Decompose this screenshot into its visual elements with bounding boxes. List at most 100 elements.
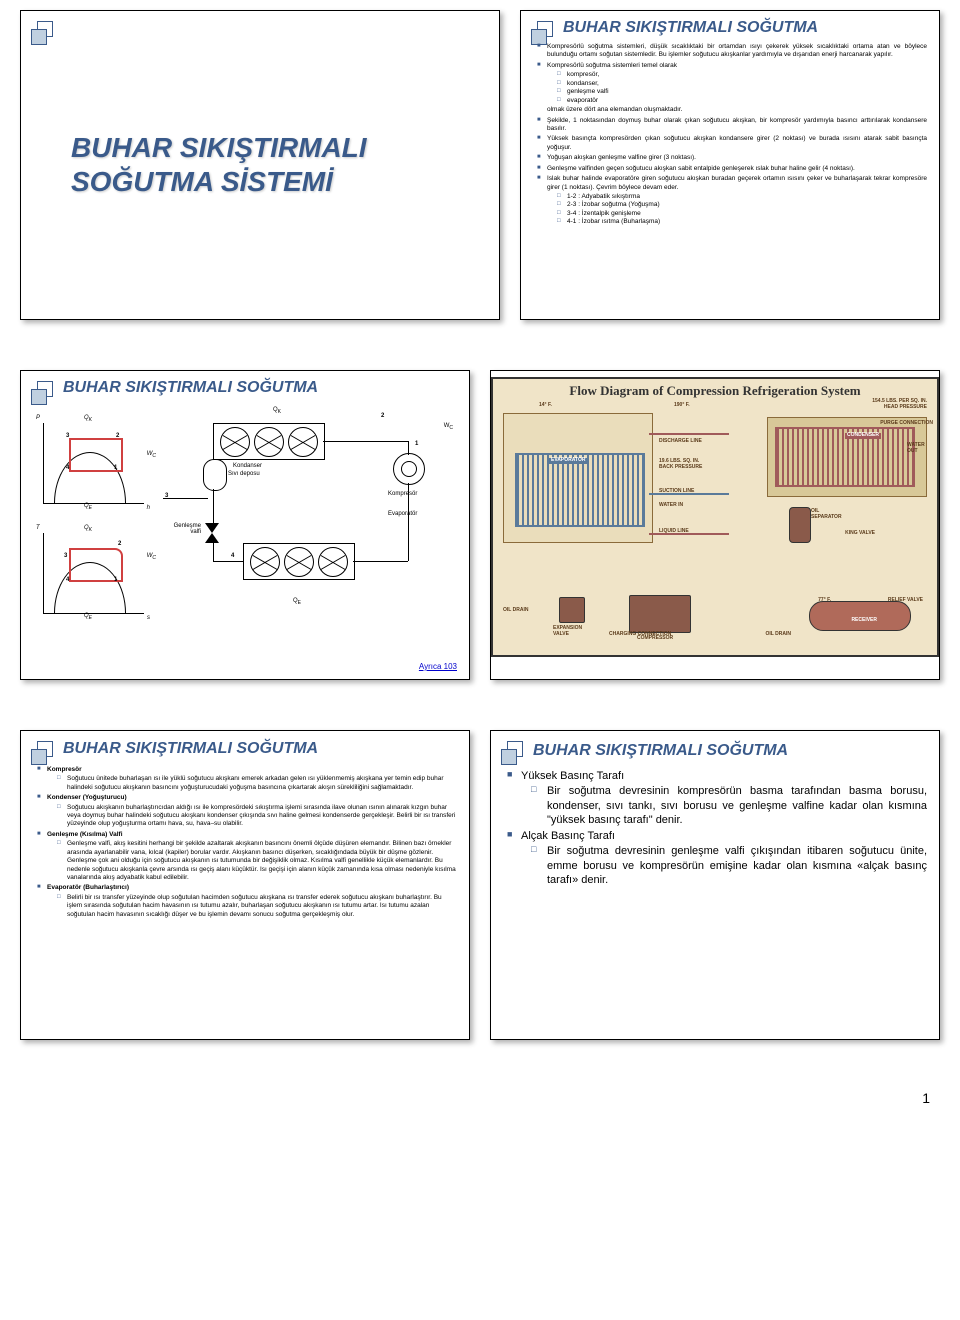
sub-bullet: kondanser, xyxy=(555,80,927,88)
w-label: WC xyxy=(147,553,156,561)
decor-icon xyxy=(501,741,531,771)
receiver-icon xyxy=(809,601,911,631)
decor-icon xyxy=(31,21,61,51)
bullet: Islak buhar halinde evaporatöre giren so… xyxy=(533,175,927,227)
component-label: RELIEF VALVE xyxy=(888,598,923,604)
component-label: KING VALVE xyxy=(845,531,875,537)
evaporator-coil-icon xyxy=(515,453,645,527)
bullet-text: Kompresörlü soğutma sistemleri temel ola… xyxy=(547,62,677,69)
point-label: 4 xyxy=(231,553,234,559)
component-label: Genleşme valfi xyxy=(163,523,201,535)
compressor-block-icon xyxy=(629,595,691,633)
sub-bullet: Bir soğutma devresinin genleşme valfi çı… xyxy=(529,844,927,887)
temp-label: 190° F. xyxy=(674,403,690,409)
ts-diagram: T s QK WC QE 2 3 4 1 xyxy=(43,533,144,614)
see-also-link[interactable]: Ayrıca 103 xyxy=(419,662,457,671)
bullet: Kondenser (Yoğuşturucu) Soğutucu akışkan… xyxy=(33,794,457,829)
component-label: EXPANSION VALVE xyxy=(553,626,593,637)
slide-2-title: BUHAR SIKIŞTIRMALI SOĞUTMA xyxy=(563,19,927,37)
sub-bullet: Soğutucu ünitede buharlaşan ısı ile yükl… xyxy=(55,775,457,792)
q-label: QE xyxy=(293,598,301,606)
slide-6-title: BUHAR SIKIŞTIRMALI SOĞUTMA xyxy=(533,739,927,763)
system-schematic: QK WC Kondanser Sıvı deposu Kompresör xyxy=(163,413,453,613)
pressure-label: 19.6 LBS. SQ. IN. BACK PRESSURE xyxy=(659,459,709,470)
bullet: Kompresörlü soğutma sistemleri temel ola… xyxy=(533,62,927,115)
condenser-icon xyxy=(213,423,325,460)
slide-5: BUHAR SIKIŞTIRMALI SOĞUTMA Kompresör Soğ… xyxy=(20,730,470,1040)
bullet-heading: Kompresör xyxy=(47,766,82,773)
sub-bullet: evaporatör xyxy=(555,97,927,105)
slide-6-list: Yüksek Basınç Tarafı Bir soğutma devresi… xyxy=(503,769,927,887)
axis-label: P xyxy=(36,415,40,421)
bullet: Yüksek basınçta kompresörden çıkan soğut… xyxy=(533,135,927,152)
page-number: 1 xyxy=(20,1090,940,1106)
temp-label: 77° F. xyxy=(818,598,831,604)
slide-5-title: BUHAR SIKIŞTIRMALI SOĞUTMA xyxy=(63,739,457,760)
point-label: 4 xyxy=(66,465,69,471)
bullet: Şekilde, 1 noktasından doymuş buhar olar… xyxy=(533,117,927,134)
component-label: OIL DRAIN xyxy=(503,608,528,614)
point-label: 3 xyxy=(165,493,168,499)
bullet-text: Islak buhar halinde evaporatöre giren so… xyxy=(547,175,927,190)
bullet: Alçak Basınç Tarafı Bir soğutma devresin… xyxy=(503,829,927,887)
compressor-icon xyxy=(393,453,425,485)
bullet: Kompresörlü soğutma sistemleri, düşük sı… xyxy=(533,43,927,60)
bullet-text: olmak üzere dört ana elemandan oluşmakta… xyxy=(547,106,683,113)
pressure-label: 154.5 LBS. PER SQ. IN. HEAD PRESSURE xyxy=(867,399,927,410)
expansion-valve-block-icon xyxy=(559,597,585,623)
sub-bullet: Bir soğutma devresinin kompresörün basma… xyxy=(529,784,927,827)
flow-label: WATER OUT xyxy=(907,443,933,454)
receiver-tank-icon xyxy=(203,459,227,491)
bullet: Yoğuşan akışkan genleşme valfine girer (… xyxy=(533,154,927,162)
point-label: 1 xyxy=(114,465,117,471)
component-label: CONDENSER xyxy=(845,433,881,439)
sub-bullet: Belirli bir ısı transfer yüzeyinde olup … xyxy=(55,894,457,919)
slide-2: BUHAR SIKIŞTIRMALI SOĞUTMA Kompresörlü s… xyxy=(520,10,940,320)
sub-bullet: kompresör, xyxy=(555,71,927,79)
component-label: Sıvı deposu xyxy=(228,471,260,477)
flow-diagram-figure: Flow Diagram of Compression Refrigeratio… xyxy=(491,377,939,657)
bullet-heading: Kondenser (Yoğuşturucu) xyxy=(47,794,127,801)
bullet: Genleşme valfinden geçen soğutucu akışka… xyxy=(533,165,927,173)
bullet: Yüksek Basınç Tarafı Bir soğutma devresi… xyxy=(503,769,927,827)
point-label: 2 xyxy=(381,413,384,419)
sub-bullet: 4-1 : İzobar ısıtma (Buharlaşma) xyxy=(555,218,927,226)
component-label: PURGE CONNECTION xyxy=(880,421,933,427)
point-label: 1 xyxy=(114,577,117,583)
line-label: DISCHARGE LINE xyxy=(659,439,702,445)
sub-bullet: 2-3 : İzobar soğutma (Yoğuşma) xyxy=(555,201,927,209)
slide-2-list: Kompresörlü soğutma sistemleri, düşük sı… xyxy=(533,43,927,227)
slide-4: Flow Diagram of Compression Refrigeratio… xyxy=(490,370,940,680)
slide-3-title: BUHAR SIKIŞTIRMALI SOĞUTMA xyxy=(63,379,457,397)
slide-6: BUHAR SIKIŞTIRMALI SOĞUTMA Yüksek Basınç… xyxy=(490,730,940,1040)
axis-label: h xyxy=(147,505,150,511)
flow-label: WATER IN xyxy=(659,503,683,509)
slide-3: BUHAR SIKIŞTIRMALI SOĞUTMA P h QK WC QE … xyxy=(20,370,470,680)
bullet-heading: Genleşme (Kısılma) Valfi xyxy=(47,831,123,838)
sub-bullet: Genleşme valfi, akış kesitini herhangi b… xyxy=(55,840,457,882)
sub-bullet: Soğutucu akışkanın buharlaştırıcıdan ald… xyxy=(55,804,457,829)
bullet: Kompresör Soğutucu ünitede buharlaşan ıs… xyxy=(33,766,457,792)
slide-1-title: BUHAR SIKIŞTIRMALI SOĞUTMA SİSTEMİ xyxy=(71,131,469,198)
bullet: Genleşme (Kısılma) Valfi Genleşme valfi,… xyxy=(33,831,457,883)
component-label: OIL SEPARATOR xyxy=(811,509,851,520)
component-label: Evaporatör xyxy=(388,511,417,517)
point-label: 3 xyxy=(64,553,67,559)
point-label: 2 xyxy=(118,541,121,547)
bullet-heading: Alçak Basınç Tarafı xyxy=(521,830,615,842)
refrigeration-cycle-diagram: P h QK WC QE 3 2 4 1 T xyxy=(33,403,457,643)
slide-5-list: Kompresör Soğutucu ünitede buharlaşan ıs… xyxy=(33,766,457,919)
ph-diagram: P h QK WC QE 3 2 4 1 xyxy=(43,423,144,504)
w-label: WC xyxy=(147,451,156,459)
bullet: Evaporatör (Buharlaştırıcı) Belirli bir … xyxy=(33,884,457,919)
q-label: QK xyxy=(273,407,281,415)
component-label: Kompresör xyxy=(388,491,417,497)
slide-1: BUHAR SIKIŞTIRMALI SOĞUTMA SİSTEMİ xyxy=(20,10,500,320)
q-label: QK xyxy=(84,525,92,533)
evaporator-icon xyxy=(243,543,355,580)
w-label: WC xyxy=(444,423,453,431)
component-label: RECEIVER xyxy=(851,618,877,624)
sub-bullet: genleşme valfi xyxy=(555,88,927,96)
point-label: 4 xyxy=(66,577,69,583)
q-label: QK xyxy=(84,415,92,423)
